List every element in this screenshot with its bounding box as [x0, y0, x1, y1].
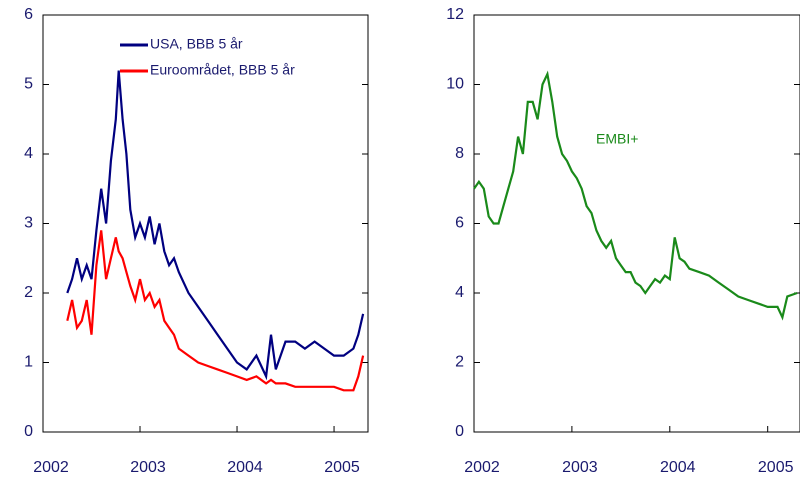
- y-tick-label: 12: [446, 6, 464, 23]
- y-tick-label: 0: [455, 423, 464, 440]
- y-tick-label: 5: [24, 76, 33, 93]
- y-tick-label: 6: [24, 6, 33, 23]
- x-tick-label: 2003: [562, 459, 598, 476]
- plot-frame: [473, 14, 800, 433]
- y-tick-label: 4: [24, 145, 33, 162]
- series-line: [473, 70, 798, 321]
- y-tick-label: 2: [24, 284, 33, 301]
- y-tick-label: 4: [455, 284, 464, 301]
- y-tick-label: 8: [455, 145, 464, 162]
- x-tick-label: 2004: [660, 459, 696, 476]
- series-line: [66, 70, 365, 381]
- y-tick-label: 2: [455, 354, 464, 371]
- x-tick-label: 2005: [758, 459, 794, 476]
- y-tick-label: 10: [446, 76, 464, 93]
- x-tick-label: 2005: [324, 459, 360, 476]
- series-line: [66, 230, 365, 392]
- y-tick-label: 0: [24, 423, 33, 440]
- annotation: EMBI+: [596, 131, 638, 147]
- y-tick-label: 1: [24, 354, 33, 371]
- x-tick-label: 2003: [130, 459, 166, 476]
- y-tick-label: 3: [24, 215, 33, 232]
- x-tick-label: 2002: [464, 459, 500, 476]
- x-tick-label: 2004: [227, 459, 263, 476]
- legend-label: Euroområdet, BBB 5 år: [150, 62, 295, 78]
- x-tick-label: 2002: [33, 459, 69, 476]
- y-tick-label: 6: [455, 215, 464, 232]
- legend-label: USA, BBB 5 år: [150, 36, 243, 52]
